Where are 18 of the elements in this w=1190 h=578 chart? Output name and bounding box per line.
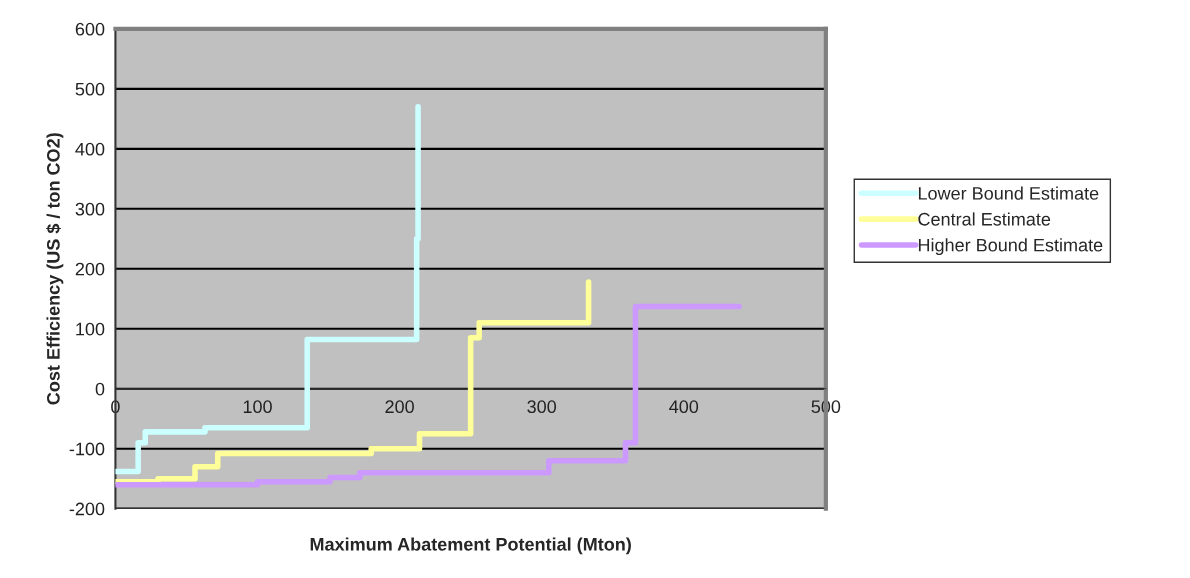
- y-tick-label: 300: [75, 202, 105, 216]
- y-tick-label: -200: [69, 502, 105, 516]
- y-tick-label: -100: [69, 442, 105, 456]
- y-tick-label: 500: [75, 82, 105, 96]
- y-tick-label: 600: [75, 22, 105, 36]
- legend-label: Lower Bound Estimate: [918, 186, 1099, 200]
- legend-label: Higher Bound Estimate: [918, 238, 1103, 256]
- x-tick-label: 100: [243, 400, 272, 414]
- x-tick-label: 300: [527, 400, 557, 414]
- y-tick-label: 0: [95, 382, 105, 396]
- y-tick-label: 200: [75, 262, 105, 276]
- y-tick-label: 400: [75, 142, 105, 156]
- y-tick-label: 100: [76, 322, 105, 336]
- x-axis-title: Maximum Abatement Potential (Mton): [310, 537, 631, 555]
- y-axis-title: Cost Efficiency (US $ / ton CO2): [46, 133, 64, 405]
- legend-label: Central Estimate: [918, 212, 1051, 226]
- x-tick-label: 400: [669, 400, 699, 414]
- x-tick-label: 200: [385, 400, 414, 414]
